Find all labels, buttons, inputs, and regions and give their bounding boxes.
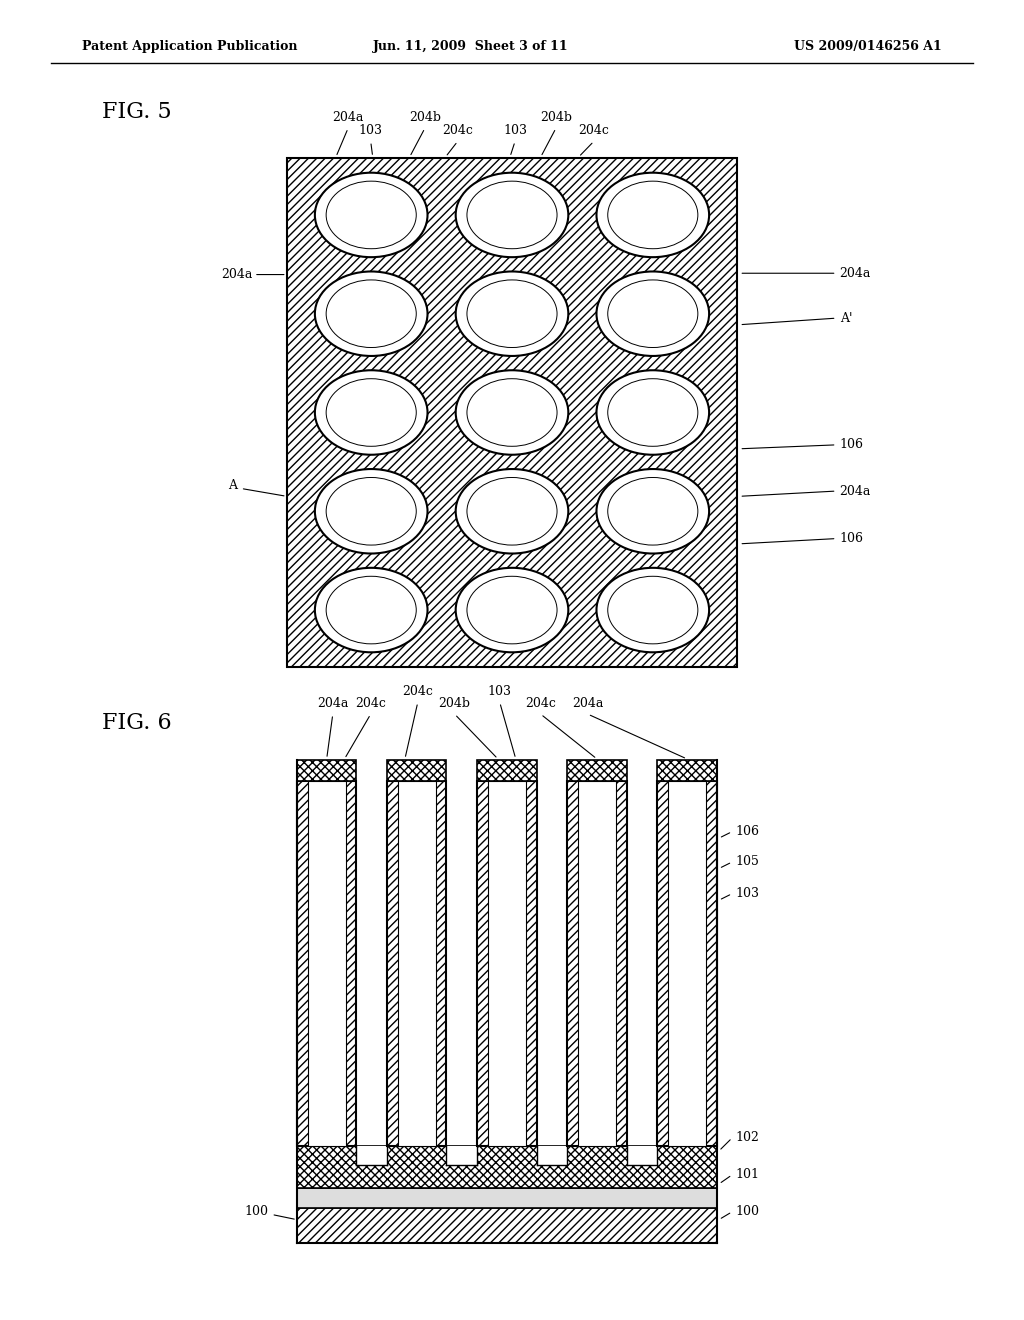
Ellipse shape xyxy=(596,173,710,257)
Ellipse shape xyxy=(326,478,416,545)
Text: 204b: 204b xyxy=(438,697,471,710)
Ellipse shape xyxy=(608,379,698,446)
Ellipse shape xyxy=(596,469,710,553)
Ellipse shape xyxy=(608,181,698,248)
Ellipse shape xyxy=(608,577,698,644)
Ellipse shape xyxy=(326,577,416,644)
Text: 102: 102 xyxy=(735,1131,759,1144)
Ellipse shape xyxy=(467,478,557,545)
Text: 103: 103 xyxy=(503,124,527,137)
Ellipse shape xyxy=(315,370,428,454)
Ellipse shape xyxy=(467,379,557,446)
Ellipse shape xyxy=(608,280,698,347)
Text: 204b: 204b xyxy=(409,111,441,124)
Text: 103: 103 xyxy=(358,124,383,137)
Ellipse shape xyxy=(326,181,416,248)
Bar xyxy=(446,1146,477,1164)
Text: 204a: 204a xyxy=(840,267,871,280)
Ellipse shape xyxy=(315,469,428,553)
Bar xyxy=(487,781,526,1146)
Ellipse shape xyxy=(456,370,568,454)
Ellipse shape xyxy=(456,469,568,553)
Ellipse shape xyxy=(315,272,428,356)
Text: 204b: 204b xyxy=(540,111,572,124)
Text: 204c: 204c xyxy=(442,124,473,137)
Ellipse shape xyxy=(596,272,710,356)
Bar xyxy=(477,781,537,1146)
Text: 204a: 204a xyxy=(840,484,871,498)
Bar xyxy=(657,760,717,781)
Text: 103: 103 xyxy=(735,887,759,900)
Ellipse shape xyxy=(456,173,568,257)
Bar xyxy=(668,781,707,1146)
Bar xyxy=(297,1146,717,1188)
Ellipse shape xyxy=(456,568,568,652)
Bar xyxy=(297,1208,717,1243)
Bar xyxy=(397,781,436,1146)
Bar xyxy=(307,781,346,1146)
Ellipse shape xyxy=(608,478,698,545)
Bar xyxy=(297,781,356,1146)
Text: Jun. 11, 2009  Sheet 3 of 11: Jun. 11, 2009 Sheet 3 of 11 xyxy=(373,40,569,53)
Bar xyxy=(387,760,446,781)
Bar xyxy=(537,1146,567,1164)
Text: 100: 100 xyxy=(245,1205,268,1218)
Bar xyxy=(287,158,737,667)
Text: Patent Application Publication: Patent Application Publication xyxy=(82,40,297,53)
Ellipse shape xyxy=(596,568,710,652)
Bar xyxy=(297,1188,717,1208)
Ellipse shape xyxy=(326,379,416,446)
Ellipse shape xyxy=(315,568,428,652)
Text: 204c: 204c xyxy=(525,697,556,710)
Ellipse shape xyxy=(467,181,557,248)
Text: 204a: 204a xyxy=(317,697,348,710)
Ellipse shape xyxy=(467,280,557,347)
Bar xyxy=(567,781,627,1146)
Text: US 2009/0146256 A1: US 2009/0146256 A1 xyxy=(795,40,942,53)
Text: 204a: 204a xyxy=(333,111,364,124)
Text: 106: 106 xyxy=(735,825,759,838)
Text: 106: 106 xyxy=(840,438,863,451)
Text: 204c: 204c xyxy=(402,685,433,698)
Ellipse shape xyxy=(326,280,416,347)
Text: A: A xyxy=(228,479,238,492)
Text: 204c: 204c xyxy=(579,124,609,137)
Bar xyxy=(567,760,627,781)
Text: A': A' xyxy=(840,312,852,325)
Ellipse shape xyxy=(467,577,557,644)
Text: FIG. 6: FIG. 6 xyxy=(102,713,172,734)
Ellipse shape xyxy=(456,272,568,356)
Bar xyxy=(477,760,537,781)
Text: 204a: 204a xyxy=(572,697,603,710)
Ellipse shape xyxy=(315,173,428,257)
Text: 106: 106 xyxy=(840,532,863,545)
Text: 100: 100 xyxy=(735,1205,759,1218)
Bar xyxy=(627,1146,657,1164)
Bar xyxy=(297,760,356,781)
Ellipse shape xyxy=(596,370,710,454)
Bar xyxy=(657,781,717,1146)
Bar xyxy=(387,781,446,1146)
Text: 204a: 204a xyxy=(221,268,253,281)
Text: 105: 105 xyxy=(735,855,759,869)
Text: 103: 103 xyxy=(487,685,512,698)
Text: 204c: 204c xyxy=(355,697,386,710)
Bar xyxy=(356,1146,387,1164)
Text: FIG. 5: FIG. 5 xyxy=(102,102,172,123)
Text: 101: 101 xyxy=(735,1168,759,1181)
Bar xyxy=(578,781,616,1146)
